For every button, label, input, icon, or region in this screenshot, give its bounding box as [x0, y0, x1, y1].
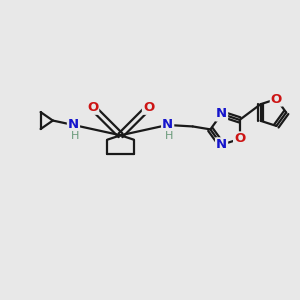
Text: O: O [87, 101, 98, 114]
Text: N: N [216, 107, 227, 121]
Text: O: O [143, 101, 154, 114]
Text: H: H [165, 131, 173, 141]
Text: H: H [71, 131, 79, 141]
Text: O: O [271, 93, 282, 106]
Text: O: O [234, 132, 245, 146]
Text: N: N [68, 118, 79, 131]
Text: N: N [162, 118, 173, 131]
Text: N: N [216, 138, 227, 151]
